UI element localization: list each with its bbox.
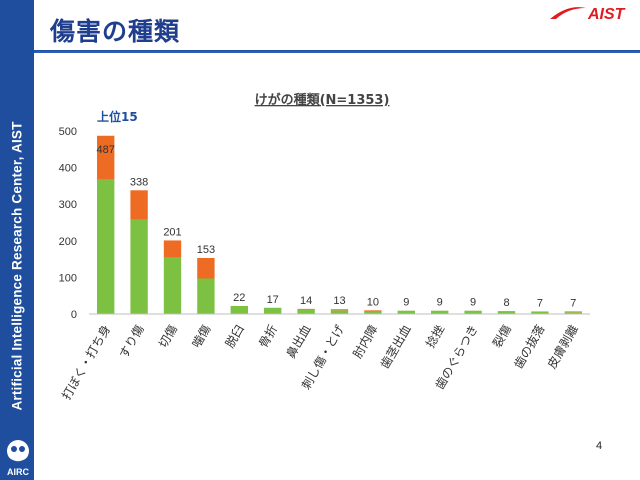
bar-segment	[364, 310, 382, 312]
bars: 487 338 201 153 22 17 14 13 10 9 9 9 8 7 7	[97, 135, 582, 314]
bar-segment	[230, 305, 248, 314]
aist-logo: AIST	[550, 6, 626, 23]
page-title: 傷害の種類	[50, 17, 181, 46]
bar-segment	[197, 278, 215, 314]
bar-segment	[163, 257, 182, 314]
data-label: 7	[570, 297, 576, 309]
sidebar-org-name: Artificial Intelligence Research Center,…	[9, 121, 25, 411]
y-tick-label: 0	[71, 309, 77, 321]
bar-segment	[497, 311, 516, 314]
data-label: 14	[300, 295, 312, 307]
x-tick-label: 皮膚剥離	[544, 322, 581, 371]
bar-segment	[130, 219, 148, 314]
data-label: 153	[197, 244, 215, 256]
chart-title: けがの種類(N=1353)	[255, 92, 390, 108]
bar-segment	[163, 240, 182, 258]
x-tick-label: 歯の抜落	[511, 323, 547, 372]
data-label: 10	[367, 296, 379, 308]
sidebar: Artificial Intelligence Research Center,…	[0, 0, 34, 480]
y-tick-label: 100	[59, 272, 77, 284]
x-tick-label: すり傷	[116, 322, 147, 361]
x-tick-label: 切傷	[155, 322, 180, 350]
bar-segment	[297, 309, 315, 314]
data-label: 17	[267, 294, 279, 306]
data-label: 9	[403, 297, 409, 309]
y-tick-label: 200	[59, 236, 77, 248]
data-label: 338	[130, 176, 148, 188]
bar-segment	[564, 311, 582, 313]
x-tick-label: 脱臼	[222, 322, 247, 350]
data-label: 201	[163, 226, 181, 238]
x-tick-label: 骨折	[255, 322, 280, 350]
aist-logo-text: AIST	[587, 6, 626, 23]
y-tick-label: 300	[59, 199, 77, 211]
airc-logo: AIRC	[7, 440, 29, 477]
y-tick-label: 500	[59, 126, 77, 138]
bar-segment	[531, 311, 549, 314]
y-axis: 0 100 200 300 400 500	[59, 126, 77, 321]
data-label: 7	[537, 297, 543, 309]
aist-swoosh-icon	[550, 7, 586, 19]
data-label: 487	[97, 144, 115, 156]
x-tick-label: 打ぼく・打ち身	[58, 322, 113, 402]
bar-chart: けがの種類(N=1353) 上位15 0 100 200 300 400 500 487 3…	[58, 92, 590, 402]
bar-segment	[97, 135, 115, 180]
bar-segment	[431, 310, 449, 314]
x-tick-label: 捻挫	[423, 323, 447, 351]
x-tick-label: 肘内障	[349, 322, 380, 361]
bar-segment	[97, 179, 115, 314]
data-label: 9	[437, 297, 443, 309]
x-tick-label: 裂傷	[489, 322, 514, 350]
airc-logo-text: AIRC	[7, 467, 29, 477]
data-label: 22	[233, 292, 245, 304]
y-tick-label: 400	[59, 163, 77, 175]
bar-segment	[397, 310, 415, 314]
page-number: 4	[596, 440, 603, 452]
bar-segment	[130, 190, 148, 220]
bar-segment	[264, 307, 282, 314]
bar-segment	[464, 310, 482, 314]
bar-segment	[197, 258, 215, 279]
data-label: 13	[333, 295, 345, 307]
x-tick-label: 噛傷	[188, 322, 213, 350]
bar-segment	[364, 311, 382, 314]
x-tick-label: 鼻出血	[283, 322, 314, 361]
x-tick-label: 歯茎出血	[378, 323, 414, 372]
data-label: 9	[470, 297, 476, 309]
bar-segment	[297, 308, 315, 310]
chart-annotation: 上位15	[97, 109, 138, 124]
bar-segment	[564, 312, 582, 314]
data-label: 8	[503, 297, 509, 309]
bar-segment	[330, 309, 349, 311]
header-rule	[34, 50, 640, 53]
bar-segment	[330, 310, 349, 314]
